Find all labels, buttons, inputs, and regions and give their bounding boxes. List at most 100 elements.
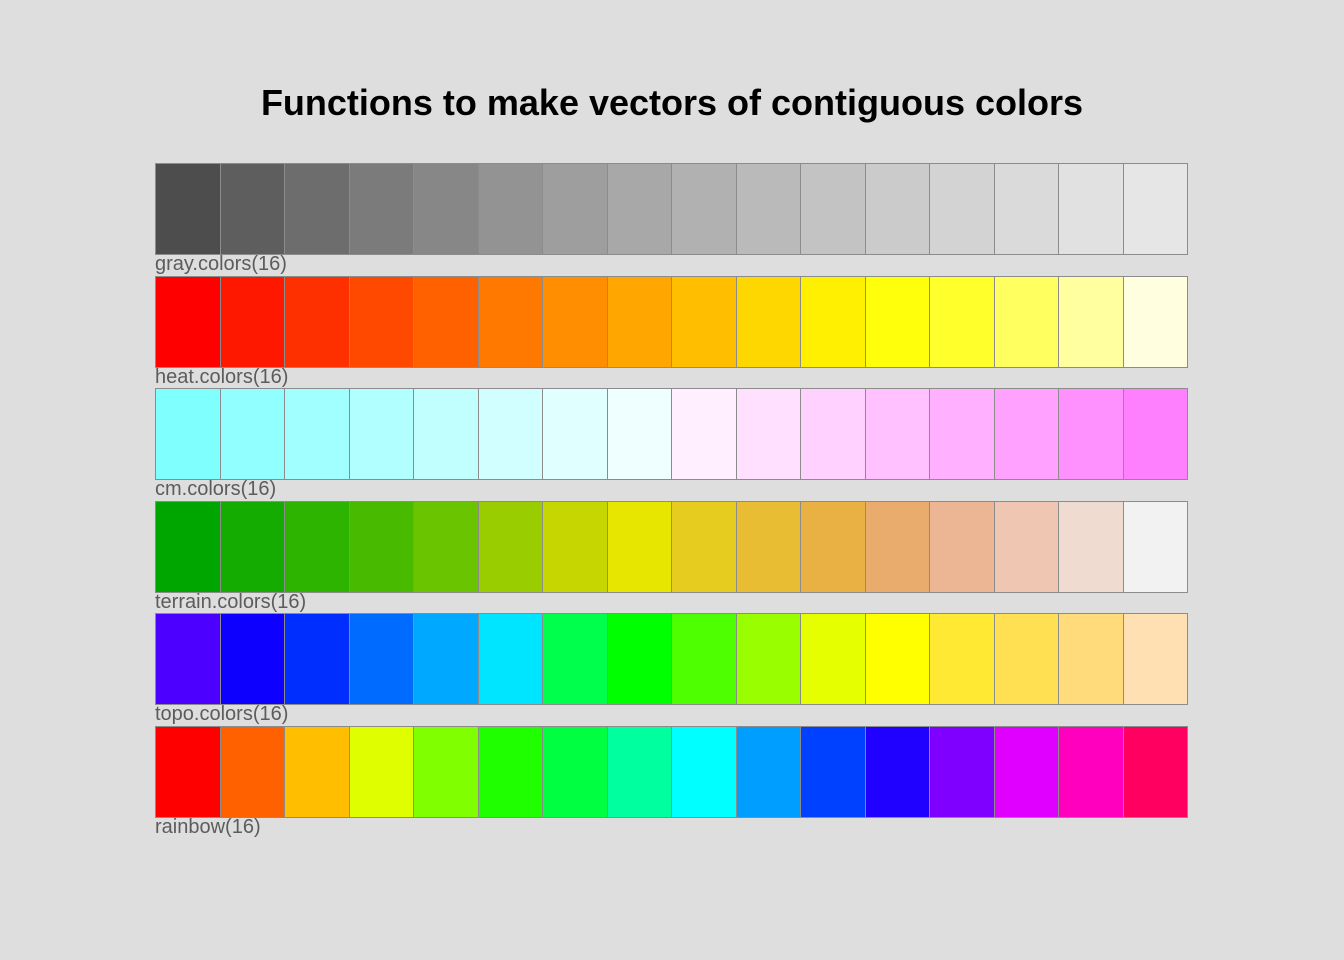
palette-row: cm.colors(16) [155, 388, 1188, 501]
color-swatch [929, 163, 995, 255]
color-swatch [284, 163, 350, 255]
palette-row: terrain.colors(16) [155, 501, 1188, 614]
color-swatch [219, 501, 285, 593]
color-swatch [155, 501, 221, 593]
color-swatch [800, 726, 866, 818]
color-swatch [671, 163, 737, 255]
color-strip [155, 726, 1188, 818]
color-swatch [606, 726, 672, 818]
color-swatch [155, 276, 221, 368]
color-swatch [735, 388, 801, 480]
color-swatch [413, 388, 479, 480]
color-swatch [348, 726, 414, 818]
color-swatch [542, 726, 608, 818]
color-swatch [348, 388, 414, 480]
palette-label: heat.colors(16) [155, 366, 289, 388]
color-swatch [219, 613, 285, 705]
color-swatch [1058, 613, 1124, 705]
color-strip [155, 388, 1188, 480]
color-swatch [671, 501, 737, 593]
color-swatch [671, 388, 737, 480]
color-strip [155, 613, 1188, 705]
color-strip [155, 501, 1188, 593]
color-swatch [542, 388, 608, 480]
color-swatch [1122, 501, 1188, 593]
color-swatch [735, 163, 801, 255]
color-swatch [155, 388, 221, 480]
color-swatch [542, 276, 608, 368]
color-swatch [1122, 388, 1188, 480]
color-swatch [671, 276, 737, 368]
color-swatch [1058, 388, 1124, 480]
color-swatch [864, 501, 930, 593]
color-swatch [477, 726, 543, 818]
color-swatch [477, 163, 543, 255]
color-strip [155, 276, 1188, 368]
color-swatch [348, 163, 414, 255]
color-swatch [929, 276, 995, 368]
color-swatch [542, 613, 608, 705]
color-swatch [348, 501, 414, 593]
color-swatch [864, 726, 930, 818]
color-swatch [1122, 163, 1188, 255]
color-swatch [155, 613, 221, 705]
color-swatch [155, 163, 221, 255]
color-swatch [800, 501, 866, 593]
palette-row: gray.colors(16) [155, 163, 1188, 276]
color-swatch [219, 276, 285, 368]
palette-label: gray.colors(16) [155, 253, 287, 275]
color-swatch [929, 613, 995, 705]
chart-title: Functions to make vectors of contiguous … [260, 82, 1084, 123]
color-swatch [284, 501, 350, 593]
color-swatch [993, 613, 1059, 705]
color-swatch [1122, 276, 1188, 368]
color-swatch [413, 726, 479, 818]
color-swatch [219, 726, 285, 818]
color-swatch [413, 501, 479, 593]
color-swatch [800, 276, 866, 368]
color-strip [155, 163, 1188, 255]
color-swatch [606, 388, 672, 480]
color-swatch [348, 613, 414, 705]
color-swatch [993, 726, 1059, 818]
palette-row: topo.colors(16) [155, 613, 1188, 726]
color-swatch [1058, 163, 1124, 255]
color-swatch [1058, 276, 1124, 368]
color-swatch [800, 388, 866, 480]
color-swatch [348, 276, 414, 368]
palette-label: rainbow(16) [155, 816, 261, 838]
color-swatch [284, 388, 350, 480]
color-swatch [800, 613, 866, 705]
palette-label: cm.colors(16) [155, 478, 277, 500]
color-swatch [606, 276, 672, 368]
palette-label: terrain.colors(16) [155, 591, 307, 613]
color-swatch [929, 501, 995, 593]
palette-row: heat.colors(16) [155, 276, 1188, 389]
color-swatch [864, 388, 930, 480]
color-swatch [671, 726, 737, 818]
color-swatch [1058, 501, 1124, 593]
color-swatch [800, 163, 866, 255]
color-swatch [1058, 726, 1124, 818]
color-swatch [864, 276, 930, 368]
color-swatch [606, 163, 672, 255]
color-swatch [735, 613, 801, 705]
color-swatch [606, 613, 672, 705]
color-swatch [864, 613, 930, 705]
color-swatch [284, 726, 350, 818]
color-swatch [413, 163, 479, 255]
color-swatch [542, 501, 608, 593]
color-swatch [477, 276, 543, 368]
color-swatch [477, 501, 543, 593]
color-swatch [864, 163, 930, 255]
color-swatch [671, 613, 737, 705]
color-swatch [929, 388, 995, 480]
color-swatch [993, 276, 1059, 368]
color-swatch [606, 501, 672, 593]
color-swatch [993, 501, 1059, 593]
color-swatch [219, 388, 285, 480]
palette-label: topo.colors(16) [155, 703, 289, 725]
color-swatch [155, 726, 221, 818]
color-swatch [993, 388, 1059, 480]
